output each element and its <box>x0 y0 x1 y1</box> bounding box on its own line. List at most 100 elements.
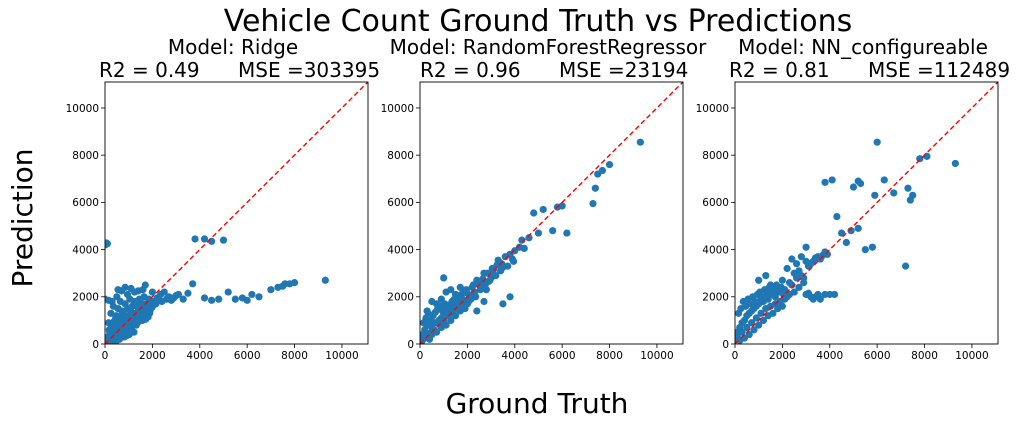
data-point <box>636 138 644 146</box>
data-point <box>110 317 118 326</box>
data-point <box>901 262 910 270</box>
x-tick-label: 4000 <box>186 350 213 362</box>
data-point <box>462 286 470 294</box>
y-tick-label: 2000 <box>387 292 414 304</box>
data-point <box>757 309 765 317</box>
data-point <box>321 276 329 284</box>
y-tick-label: 4000 <box>387 244 414 256</box>
data-point <box>788 255 796 263</box>
x-tick-label: 4000 <box>816 350 843 362</box>
data-point <box>842 238 850 247</box>
y-tick-label: 6000 <box>702 197 729 209</box>
data-point <box>795 283 803 291</box>
data-point <box>447 286 455 294</box>
data-point <box>778 302 786 310</box>
data-point <box>833 212 841 221</box>
data-point <box>534 229 543 237</box>
data-point <box>916 155 924 163</box>
identity-line <box>105 82 368 344</box>
data-point <box>890 189 898 197</box>
data-point <box>747 319 756 327</box>
data-point <box>769 309 777 317</box>
data-point <box>480 297 488 306</box>
data-point <box>435 316 443 324</box>
data-point <box>778 276 786 284</box>
data-point <box>290 279 299 287</box>
scatter-points <box>105 235 329 344</box>
data-point <box>904 184 912 192</box>
y-tick-label: 10000 <box>696 103 729 115</box>
data-point <box>444 307 453 315</box>
data-point <box>525 234 533 242</box>
data-point <box>783 264 791 273</box>
data-point <box>174 290 183 299</box>
data-point <box>121 283 129 291</box>
data-point <box>493 261 501 269</box>
subplot-r2: R2 = 0.96 <box>420 58 521 82</box>
y-tick-label: 10000 <box>66 103 99 115</box>
y-tick-label: 4000 <box>702 244 729 256</box>
data-point <box>549 227 557 235</box>
subplot-title: Model: NN_configureable <box>738 35 988 59</box>
x-tick-label: 0 <box>102 350 109 362</box>
data-point <box>790 269 798 277</box>
y-tick-label: 2000 <box>702 292 729 304</box>
subplot-nn-configureable: Model: NN_configureable R2 = 0.81 MSE =1… <box>696 35 1010 362</box>
subplot-r2: R2 = 0.81 <box>729 58 830 82</box>
data-point <box>762 271 770 280</box>
data-point <box>868 243 877 251</box>
data-point <box>208 296 216 304</box>
y-tick-label: 8000 <box>387 150 414 162</box>
data-point <box>802 290 810 299</box>
subplot-title: Model: RandomForestRegressor <box>390 35 707 59</box>
data-point <box>442 321 450 329</box>
data-point <box>499 300 507 308</box>
data-point <box>518 236 526 244</box>
axes-frame <box>104 81 369 345</box>
data-point <box>750 326 758 334</box>
x-tick-label: 10000 <box>955 350 988 362</box>
data-point <box>591 184 599 192</box>
x-tick-label: 6000 <box>549 350 576 362</box>
data-point <box>530 209 538 217</box>
x-tick-label: 10000 <box>325 350 358 362</box>
data-point <box>797 253 805 261</box>
data-point <box>906 196 914 204</box>
data-point <box>191 235 199 243</box>
data-point <box>440 274 448 282</box>
data-point <box>423 321 431 329</box>
identity-line <box>420 82 683 344</box>
data-point <box>451 312 460 320</box>
data-point <box>491 271 499 280</box>
data-point <box>763 290 771 299</box>
y-tick-label: 6000 <box>72 197 99 209</box>
data-point <box>107 309 115 317</box>
data-point <box>501 253 509 261</box>
data-point <box>755 321 763 329</box>
figure-ylabel: Prediction <box>6 148 39 287</box>
x-tick-label: 10000 <box>640 350 673 362</box>
data-point <box>122 332 131 340</box>
data-point <box>496 267 505 275</box>
data-point <box>821 178 829 186</box>
data-point <box>238 294 247 302</box>
data-point <box>743 323 751 332</box>
data-point <box>124 322 132 330</box>
data-point <box>821 290 829 299</box>
figure-suptitle: Vehicle Count Ground Truth vs Prediction… <box>224 4 853 39</box>
data-point <box>838 229 846 237</box>
data-point <box>861 245 869 254</box>
data-point <box>828 176 836 184</box>
data-point <box>231 295 239 303</box>
data-point <box>141 281 149 289</box>
data-point <box>759 316 768 324</box>
subplot-title: Model: Ridge <box>168 35 298 59</box>
y-tick-label: 8000 <box>72 150 99 162</box>
x-tick-label: 2000 <box>454 350 481 362</box>
data-point <box>200 235 209 243</box>
data-point <box>755 276 763 284</box>
data-point <box>473 307 481 315</box>
figure-xlabel: Ground Truth <box>446 387 629 420</box>
x-tick-label: 2000 <box>139 350 166 362</box>
data-point <box>951 159 959 168</box>
